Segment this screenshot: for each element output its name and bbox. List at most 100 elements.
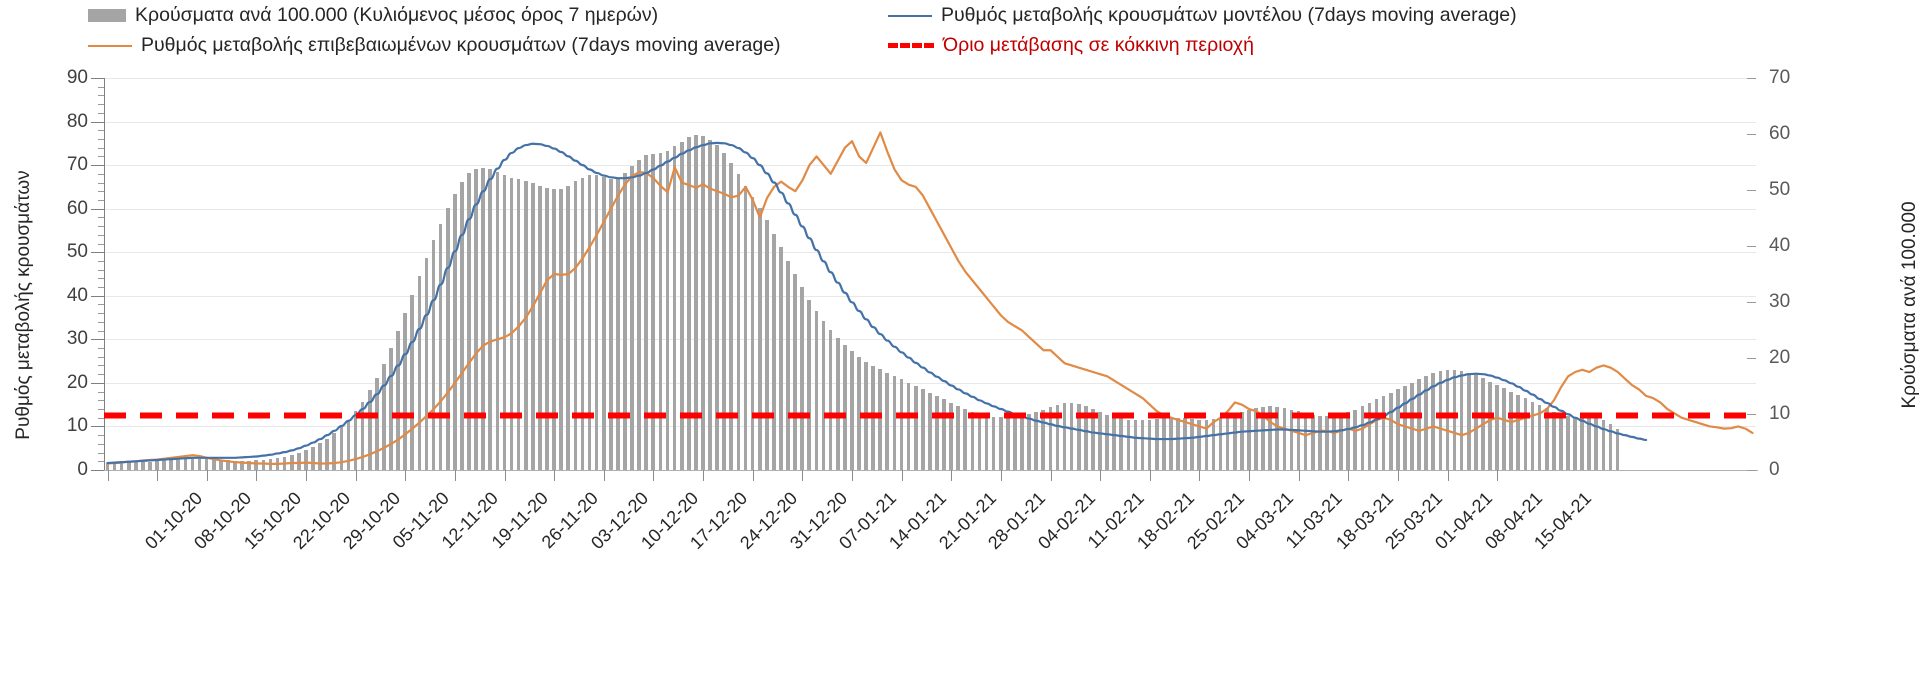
y-axis-left-minor-tickmark: [98, 435, 104, 437]
bar: [1083, 406, 1088, 470]
x-axis-tickmark: [1298, 470, 1300, 481]
y-axis-left-minor-tickmark: [98, 391, 104, 393]
bar: [1176, 417, 1180, 470]
bar: [559, 188, 563, 470]
legend-item-confirmed-rate[interactable]: Ρυθμός μεταβολής επιβεβαιωμένων κρουσμάτ…: [88, 34, 781, 56]
bar: [708, 139, 712, 470]
legend-item-cases-per-100000[interactable]: Κρούσματα ανά 100.000 (Κυλιόμενος μέσος …: [88, 4, 659, 26]
bar: [1410, 382, 1414, 470]
bar: [254, 460, 259, 470]
bar: [367, 390, 372, 470]
bar: [857, 356, 861, 470]
bar: [1424, 375, 1428, 470]
legend-label-model-rate: Ρυθμός μεταβολής κρουσμάτων μοντέλου (7d…: [941, 4, 1517, 26]
bar: [793, 274, 797, 470]
gridline: [104, 165, 1756, 167]
y-axis-left-tickmark: [91, 295, 104, 297]
bar: [509, 177, 514, 470]
bar: [1551, 411, 1556, 470]
y-axis-right-tickmark: [1747, 190, 1756, 191]
legend-label-confirmed-rate: Ρυθμός μεταβολής επιβεβαιωμένων κρουσμάτ…: [141, 34, 781, 56]
bar: [1147, 419, 1152, 470]
y-axis-right-tick-label: 70: [1769, 67, 1791, 88]
y-axis-left-tick-label: 20: [66, 371, 88, 393]
bar: [226, 460, 230, 470]
bar: [126, 462, 131, 470]
bar: [1374, 399, 1379, 470]
plot-area: Ρυθμός μεταβολής κρουσμάτων Κρούσματα αν…: [0, 67, 1920, 691]
y-axis-left-minor-tickmark: [98, 374, 104, 376]
y-axis-left-minor-tickmark: [98, 138, 104, 140]
bar: [1261, 406, 1265, 470]
bar: [935, 396, 939, 470]
bar: [403, 313, 408, 470]
bar: [892, 375, 897, 470]
legend-label-cases-per-100000: Κρούσματα ανά 100.000 (Κυλιόμενος μέσος …: [135, 4, 659, 26]
bar: [665, 150, 670, 470]
bar: [1559, 414, 1563, 470]
bar: [105, 463, 110, 470]
bar: [1488, 381, 1492, 470]
bar: [984, 415, 989, 470]
y-axis-left-tickmark: [91, 426, 104, 428]
bar: [772, 233, 776, 470]
bar: [1516, 394, 1521, 470]
bar: [1296, 411, 1301, 470]
bar: [410, 294, 415, 470]
bar: [1020, 415, 1024, 470]
x-axis-tickmark: [1100, 470, 1102, 481]
bar: [1098, 411, 1102, 470]
y-axis-left-minor-tickmark: [98, 269, 104, 271]
bar: [240, 461, 244, 470]
legend-item-model-rate[interactable]: Ρυθμός μεταβολής κρουσμάτων μοντέλου (7d…: [888, 4, 1517, 26]
y-axis-right-title: Κρούσματα ανά 100.000: [1899, 201, 1920, 409]
chart-legend: Κρούσματα ανά 100.000 (Κυλιόμενος μέσος …: [0, 4, 1920, 66]
y-axis-right-tick-label: 60: [1769, 123, 1791, 144]
bar: [779, 247, 783, 470]
bar: [885, 372, 890, 470]
x-axis-tickmark: [1199, 470, 1201, 481]
bar: [247, 461, 252, 470]
y-axis-left-ticks: [91, 78, 105, 471]
bar: [672, 146, 677, 470]
bar: [1580, 416, 1584, 470]
y-axis-right-tickmark: [1747, 78, 1756, 79]
x-axis-tickmark: [504, 470, 506, 481]
bar: [1239, 411, 1244, 470]
bar: [878, 369, 883, 470]
bar: [850, 351, 854, 470]
bar: [913, 386, 918, 470]
y-axis-left-tickmark: [91, 252, 104, 254]
bar: [495, 172, 500, 470]
bar: [530, 183, 535, 470]
bar: [736, 174, 741, 470]
bar: [233, 461, 237, 470]
x-axis-tickmark: [1497, 470, 1499, 481]
bar: [1169, 417, 1173, 470]
y-axis-left-minor-tickmark: [98, 287, 104, 289]
y-axis-left-tick-label: 50: [66, 241, 88, 263]
y-axis-left-tick-label: 10: [66, 415, 88, 437]
x-axis-tickmark: [355, 470, 357, 481]
y-axis-left-minor-tickmark: [98, 95, 104, 97]
bar: [715, 145, 719, 470]
bar: [523, 181, 528, 470]
x-axis-tickmark: [107, 470, 109, 481]
gridline: [104, 252, 1756, 254]
legend-item-red-threshold[interactable]: Όριο μετάβασης σε κόκκινη περιοχή: [888, 35, 1254, 56]
y-axis-left-tick-label: 60: [66, 197, 88, 219]
bar: [360, 401, 365, 470]
bar: [587, 175, 592, 470]
x-axis-tickmark: [1397, 470, 1399, 481]
bar: [1473, 375, 1478, 470]
y-axis-left-minor-tickmark: [98, 156, 104, 158]
bar: [1225, 416, 1230, 470]
bar: [1332, 415, 1336, 470]
bar: [219, 460, 223, 470]
x-axis-ticks: [104, 470, 1756, 482]
bar: [1247, 409, 1251, 470]
y-axis-left-minor-tickmark: [98, 278, 104, 280]
bar: [1204, 419, 1209, 470]
bar: [389, 347, 393, 470]
bar: [1218, 417, 1223, 470]
